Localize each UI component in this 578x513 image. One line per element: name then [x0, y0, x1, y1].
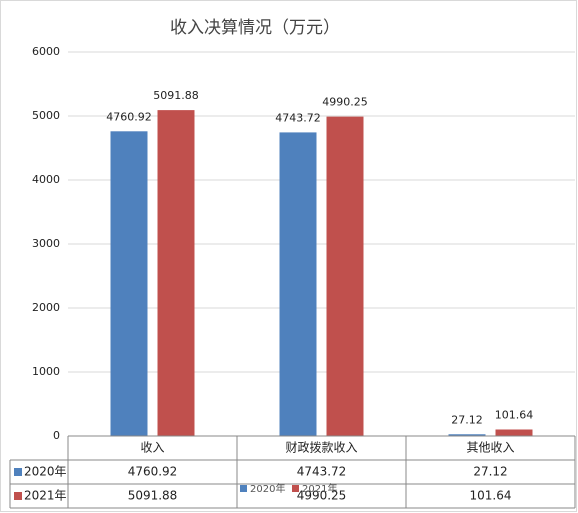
table-cell: 4743.72 — [297, 465, 347, 479]
bar — [448, 434, 486, 436]
table-legend-key — [14, 468, 22, 476]
x-tick-label: 其他收入 — [466, 441, 514, 455]
table-cell: 4760.92 — [128, 465, 178, 479]
table-row-label: 2020年 — [24, 465, 67, 479]
bar — [326, 116, 364, 437]
legend-key — [292, 485, 299, 492]
table-row-label: 2021年 — [24, 489, 67, 503]
data-label: 4760.92 — [106, 110, 152, 123]
data-label: 101.64 — [495, 408, 534, 421]
y-tick-label: 0 — [53, 429, 60, 442]
table-cell: 101.64 — [470, 489, 512, 503]
bar — [110, 131, 148, 436]
bar — [279, 132, 317, 436]
bar — [495, 429, 533, 436]
y-tick-label: 5000 — [32, 109, 60, 122]
table-cell: 27.12 — [473, 465, 507, 479]
data-label: 4743.72 — [275, 111, 321, 124]
chart-title: 收入决算情况（万元） — [170, 18, 340, 38]
y-tick-label: 3000 — [32, 237, 60, 250]
x-tick-label: 收入 — [140, 441, 164, 455]
y-tick-label: 4000 — [32, 173, 60, 186]
data-label: 4990.25 — [322, 96, 368, 109]
legend-label: 2020年 — [250, 482, 285, 495]
table-cell: 5091.88 — [128, 489, 178, 503]
legend-key — [240, 485, 247, 492]
bar — [157, 110, 195, 436]
y-tick-label: 2000 — [32, 301, 60, 314]
table-cell: 4990.25 — [297, 489, 347, 503]
y-tick-label: 1000 — [32, 365, 60, 378]
data-label: 27.12 — [451, 413, 483, 426]
data-label: 5091.88 — [153, 89, 199, 102]
x-tick-label: 财政拨款收入 — [285, 441, 357, 455]
table-legend-key — [14, 492, 22, 500]
legend-label: 2021年 — [302, 482, 337, 495]
y-tick-label: 6000 — [32, 45, 60, 58]
